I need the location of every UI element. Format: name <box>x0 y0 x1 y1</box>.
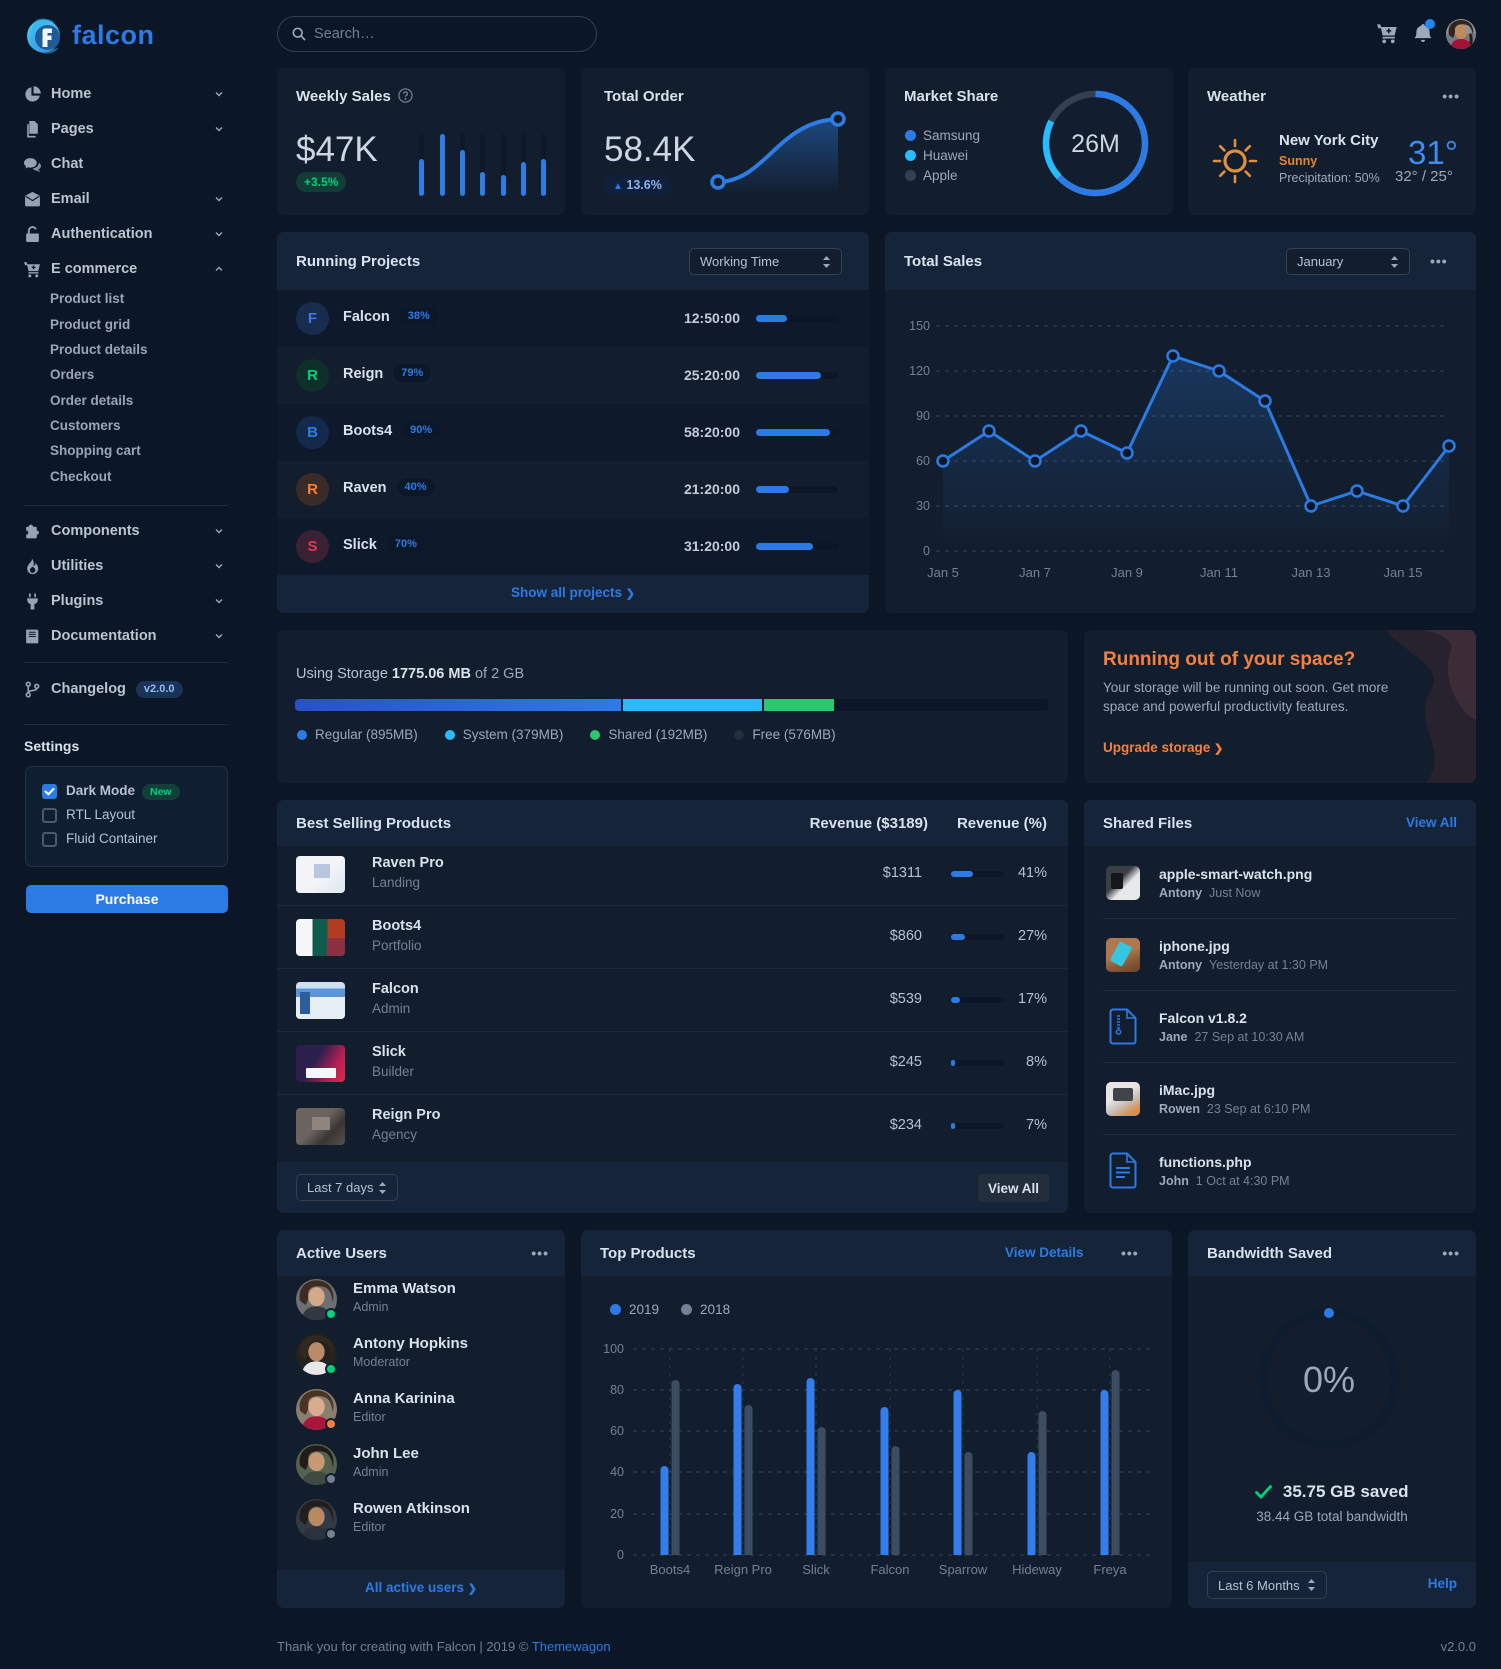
svg-text:40: 40 <box>610 1465 624 1479</box>
svg-text:120: 120 <box>909 364 930 378</box>
svg-text:26M: 26M <box>1071 130 1120 158</box>
svg-text:Sparrow: Sparrow <box>939 1562 988 1577</box>
svg-text:0: 0 <box>923 544 930 558</box>
svg-text:Boots4: Boots4 <box>650 1562 690 1577</box>
svg-text:Jan 9: Jan 9 <box>1111 565 1143 580</box>
svg-text:0%: 0% <box>1303 1359 1355 1400</box>
svg-text:0: 0 <box>617 1548 624 1562</box>
svg-text:100: 100 <box>603 1342 624 1356</box>
svg-text:60: 60 <box>610 1424 624 1438</box>
svg-text:Hideway: Hideway <box>1012 1562 1062 1577</box>
svg-text:90: 90 <box>916 409 930 423</box>
svg-text:80: 80 <box>610 1383 624 1397</box>
svg-text:Jan 11: Jan 11 <box>1200 565 1238 580</box>
svg-text:Falcon: Falcon <box>870 1562 909 1577</box>
svg-text:Jan 5: Jan 5 <box>927 565 959 580</box>
svg-text:Reign Pro: Reign Pro <box>714 1562 772 1577</box>
svg-text:60: 60 <box>916 454 930 468</box>
svg-text:30: 30 <box>916 499 930 513</box>
svg-text:Jan 15: Jan 15 <box>1383 565 1422 580</box>
svg-text:Jan 7: Jan 7 <box>1019 565 1051 580</box>
svg-text:Jan 13: Jan 13 <box>1291 565 1330 580</box>
svg-text:150: 150 <box>909 319 930 333</box>
svg-text:Freya: Freya <box>1093 1562 1127 1577</box>
svg-text:Slick: Slick <box>802 1562 830 1577</box>
svg-text:20: 20 <box>610 1507 624 1521</box>
